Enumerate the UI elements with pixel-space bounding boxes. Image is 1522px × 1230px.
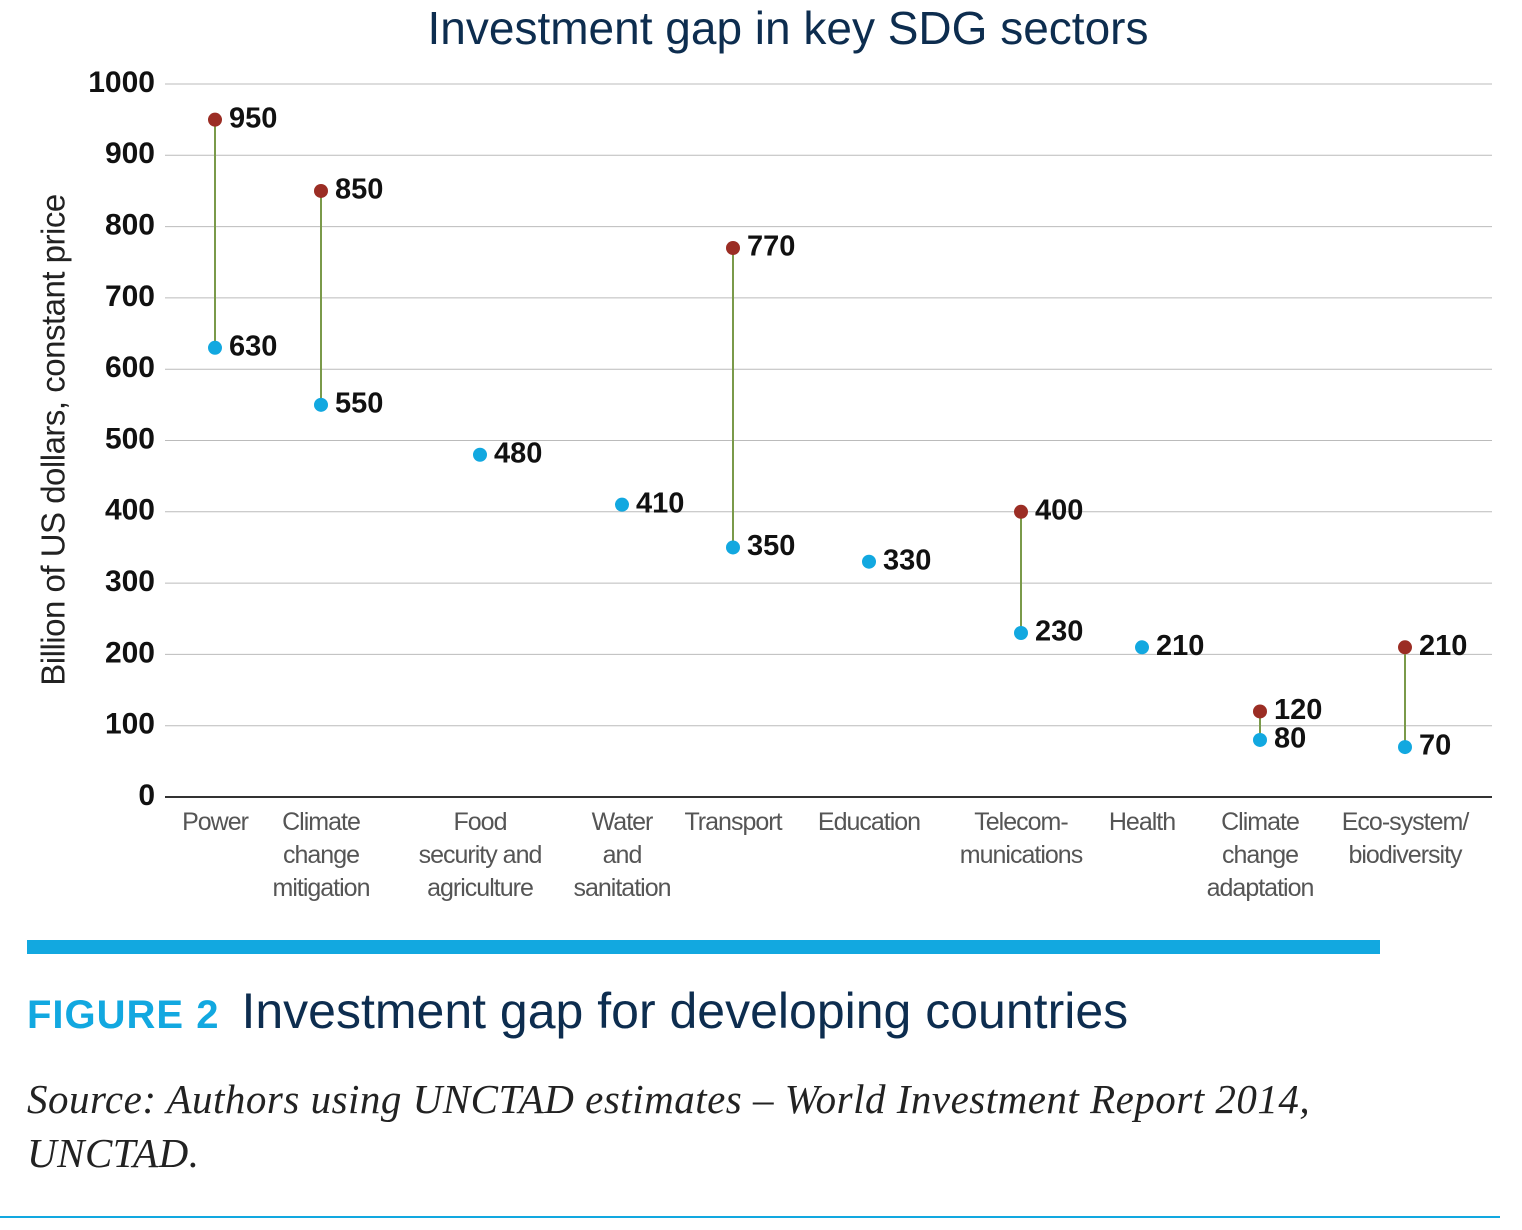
- dot: [862, 554, 876, 569]
- x-tick-label: Eco-system/ biodiversity: [1341, 808, 1470, 869]
- value-label: 330: [883, 544, 931, 576]
- y-tick-label: 0: [138, 779, 155, 812]
- x-tick-label: Telecom- munications: [959, 808, 1083, 869]
- x-tick-label: Transport: [684, 808, 782, 836]
- figure-title: Investment gap for developing countries: [241, 983, 1129, 1039]
- value-label: 120: [1274, 694, 1322, 726]
- y-tick-label: 300: [105, 565, 155, 598]
- value-label: 80: [1274, 723, 1306, 755]
- dot: [1014, 626, 1028, 641]
- dot: [208, 112, 222, 127]
- figure-label: FIGURE 2: [27, 993, 220, 1037]
- dot: [314, 183, 328, 198]
- y-tick-label: 900: [105, 137, 155, 170]
- value-label: 550: [335, 388, 383, 420]
- x-tick-label: Climate change adaptation: [1206, 808, 1315, 902]
- x-tick-label: Power: [182, 808, 249, 836]
- dot: [208, 340, 222, 355]
- value-label: 230: [1035, 616, 1083, 648]
- value-label: 770: [747, 231, 795, 263]
- value-label: 850: [335, 174, 383, 206]
- x-tick-label: Climate change mitigation: [272, 808, 371, 902]
- y-tick-label: 600: [105, 351, 155, 384]
- y-tick-label: 400: [105, 494, 155, 527]
- dot: [1253, 732, 1267, 747]
- dot: [1014, 504, 1028, 519]
- value-label: 630: [229, 330, 277, 362]
- x-tick-label: Health: [1108, 808, 1176, 836]
- x-tick-label: Education: [817, 808, 921, 836]
- divider: [27, 940, 1380, 954]
- value-label: 410: [636, 487, 684, 519]
- value-label: 950: [229, 102, 277, 134]
- x-tick-label: Food security and agriculture: [418, 808, 543, 902]
- chart-title: Investment gap in key SDG sectors: [428, 2, 1149, 54]
- value-label: 350: [747, 530, 795, 562]
- y-tick-label: 800: [105, 209, 155, 242]
- y-tick-label: 700: [105, 280, 155, 313]
- x-tick-label: Water and sanitation: [573, 808, 671, 902]
- value-label: 210: [1156, 630, 1204, 662]
- y-tick-label: 100: [105, 708, 155, 741]
- dot: [1398, 740, 1412, 755]
- figure-caption: FIGURE 2 Investment gap for developing co…: [27, 982, 1128, 1040]
- dot: [1253, 704, 1267, 719]
- chart: Investment gap in key SDG sectors Billio…: [35, 2, 1492, 812]
- value-label: 480: [494, 437, 542, 469]
- dot: [1398, 640, 1412, 655]
- y-tick-label: 500: [105, 422, 155, 455]
- value-label: 400: [1035, 494, 1083, 526]
- dot: [314, 397, 328, 412]
- value-label: 70: [1419, 730, 1451, 762]
- dot: [473, 447, 487, 462]
- dot: [1135, 640, 1149, 655]
- source-note: Source: Authors using UNCTAD estimates –…: [27, 1076, 1311, 1176]
- y-tick-label: 1000: [88, 66, 155, 99]
- dot: [726, 240, 740, 255]
- dot: [726, 540, 740, 555]
- y-axis-label: Billion of US dollars, constant price: [35, 194, 72, 685]
- dot: [615, 497, 629, 512]
- y-tick-label: 200: [105, 636, 155, 669]
- value-label: 210: [1419, 630, 1467, 662]
- rule: [0, 1216, 1500, 1218]
